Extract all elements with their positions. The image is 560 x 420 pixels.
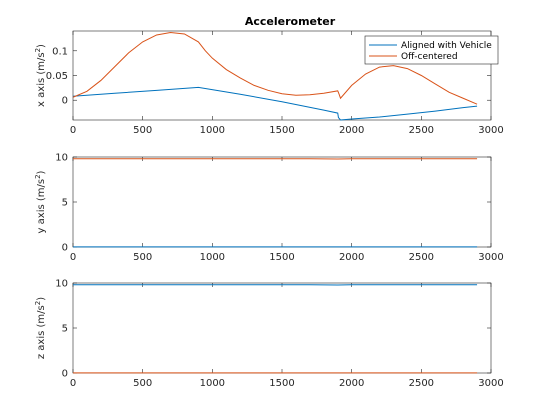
x-tick-label: 2500 [409, 252, 434, 263]
x-tick-label: 3000 [478, 252, 503, 263]
legend-entry: Aligned with Vehicle [401, 41, 492, 51]
x-tick-label: 0 [70, 378, 76, 389]
x-tick-label: 2000 [339, 252, 364, 263]
x-tick-label: 1000 [200, 125, 225, 136]
x-tick-label: 2000 [339, 125, 364, 136]
legend-box [364, 35, 499, 65]
y-axis-label: y axis (m/s2) [34, 170, 47, 233]
x-tick-label: 500 [133, 252, 152, 263]
x-tick-label: 2000 [339, 378, 364, 389]
subplot-2: 0 500 1000 1500 2000 2500 3000 0 5 10 y axis (m/s2… [34, 153, 504, 264]
y-tick-label: 10 [55, 279, 68, 290]
y-tick-label: 0.05 [46, 71, 68, 82]
x-tick-label: 500 [133, 378, 152, 389]
y-tick-label: 0 [62, 96, 68, 107]
y-tick-label: 10 [55, 153, 68, 164]
y-tick-label: 5 [62, 324, 68, 335]
x-tick-label: 1000 [200, 378, 225, 389]
legend-entry: Off-centered [401, 52, 458, 62]
subplot-1: 0 500 1000 1500 2000 2500 3000 0 0.05 0.1 x axis (… [34, 30, 504, 136]
x-tick-label: 0 [70, 125, 76, 136]
subplot-3: 0 500 1000 1500 2000 2500 3000 0 5 10 z axis (m/s2… [34, 279, 504, 390]
series-line-off-centered [72, 31, 478, 105]
x-tick-label: 2500 [409, 125, 434, 136]
y-tick-label: 0 [62, 243, 68, 254]
x-tick-label: 1500 [269, 378, 294, 389]
x-tick-label: 500 [133, 125, 152, 136]
y-axis-label: x axis (m/s2) [34, 44, 47, 107]
x-tick-label: 2500 [409, 378, 434, 389]
plot-area [72, 156, 492, 248]
x-tick-label: 3000 [478, 378, 503, 389]
y-tick-label: 5 [62, 198, 68, 209]
x-tick-label: 0 [70, 252, 76, 263]
x-tick-label: 3000 [478, 125, 503, 136]
x-tick-label: 1000 [200, 252, 225, 263]
y-tick-label: 0.1 [52, 46, 68, 57]
x-tick-label: 1500 [269, 252, 294, 263]
series-line-aligned [72, 86, 478, 121]
y-axis-label: z axis (m/s2) [34, 297, 47, 359]
y-tick-label: 0 [62, 369, 68, 380]
plot-area [72, 282, 492, 374]
x-tick-label: 1500 [269, 125, 294, 136]
chart-title: Accelerometer [245, 15, 336, 28]
